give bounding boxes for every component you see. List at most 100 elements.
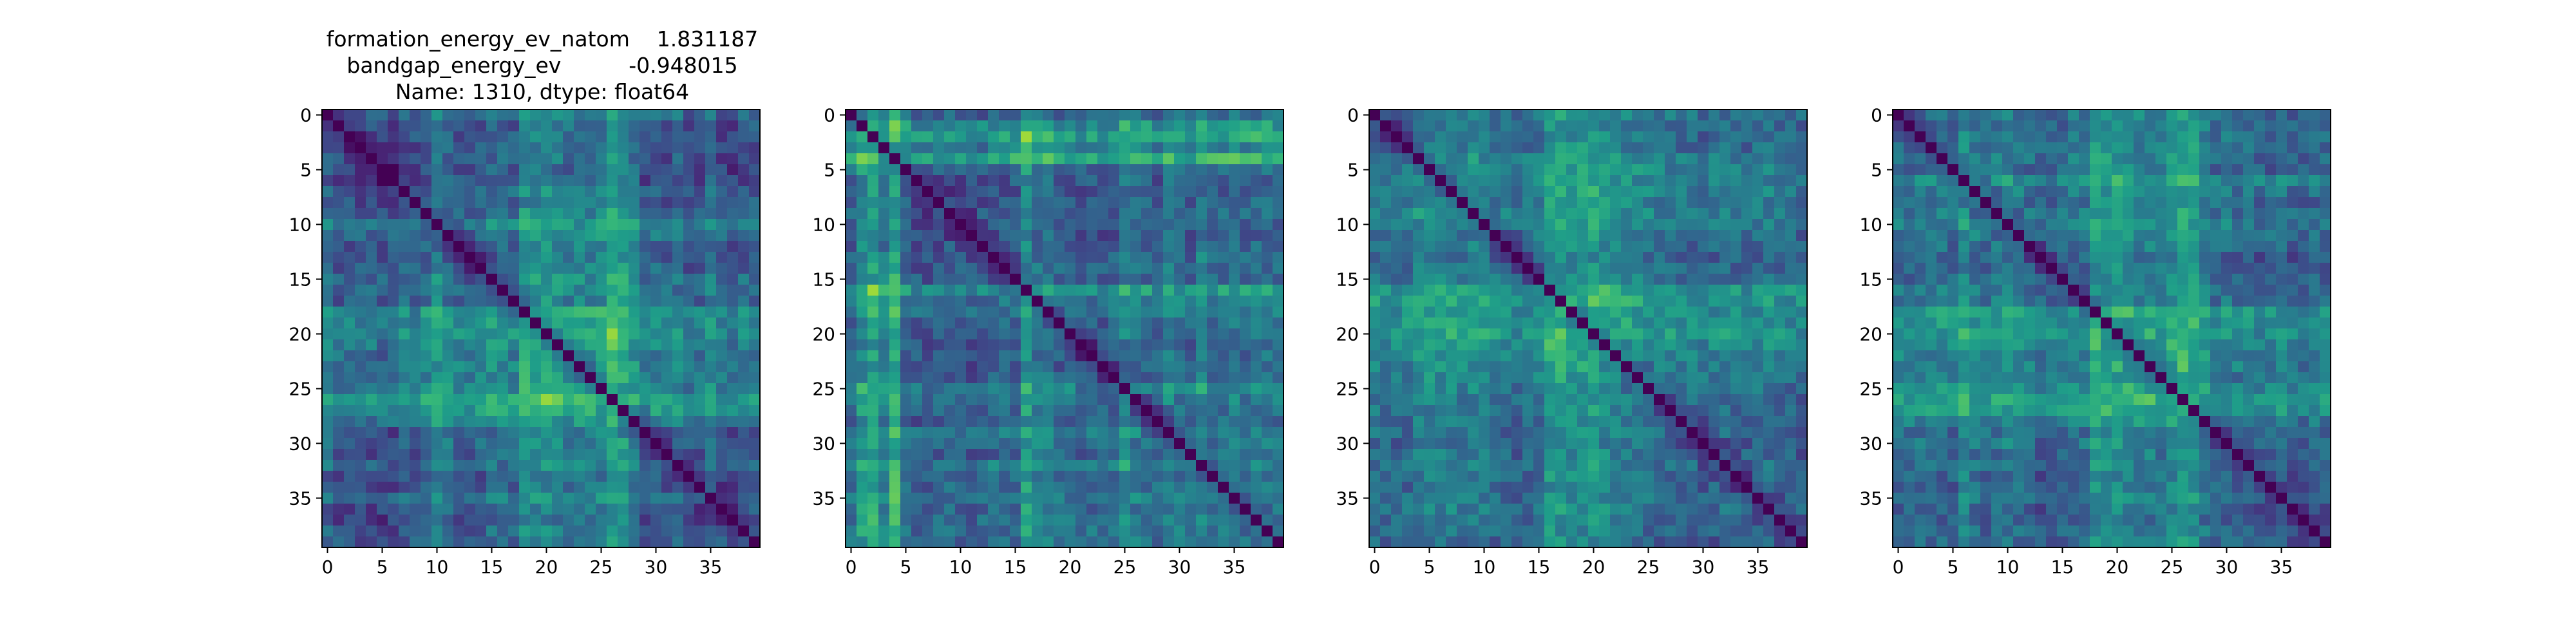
heatmap-cell: [1457, 131, 1468, 143]
heatmap-cell: [955, 427, 967, 439]
heatmap-cell: [1086, 405, 1098, 417]
heatmap-cell: [1555, 317, 1567, 329]
heatmap-cell: [1229, 197, 1240, 209]
heatmap-cell: [999, 504, 1010, 515]
heatmap-cell: [1588, 471, 1600, 482]
heatmap-cell: [1097, 504, 1109, 515]
heatmap-cell: [1501, 219, 1512, 231]
heatmap-cell: [639, 296, 651, 307]
heatmap-cell: [1599, 416, 1611, 428]
heatmap-cell: [1130, 394, 1142, 406]
heatmap-cell: [1380, 372, 1392, 384]
heatmap-cell: [1130, 427, 1142, 439]
heatmap-cell: [944, 493, 956, 504]
heatmap-cell: [705, 504, 717, 515]
heatmap-cell: [1752, 361, 1764, 373]
heatmap-cell: [1774, 350, 1786, 362]
heatmap-cell: [2046, 120, 2058, 132]
heatmap-cell: [1468, 460, 1479, 471]
heatmap-cell: [1163, 449, 1175, 460]
heatmap-cell: [1577, 449, 1589, 460]
heatmap-cell: [377, 471, 388, 482]
heatmap-cell: [344, 460, 355, 471]
heatmap-cell: [1391, 153, 1403, 165]
heatmap-cell: [399, 416, 410, 428]
heatmap-cell: [639, 526, 651, 537]
heatmap-cell: [1522, 164, 1534, 176]
heatmap-cell: [988, 372, 999, 384]
heatmap-cell: [694, 493, 706, 504]
heatmap-cell: [857, 241, 868, 252]
heatmap-cell: [453, 449, 465, 460]
heatmap-cell: [1719, 460, 1731, 471]
heatmap-cell: [878, 328, 890, 340]
heatmap-cell: [355, 460, 366, 471]
heatmap-cell: [999, 383, 1010, 395]
heatmap-cell: [1698, 142, 1709, 154]
heatmap-cell: [1086, 526, 1098, 537]
heatmap-cell: [1610, 416, 1622, 428]
heatmap-cell: [1273, 186, 1284, 198]
heatmap-cell: [1043, 208, 1054, 220]
heatmap-cell: [1698, 482, 1709, 493]
heatmap-cell: [1021, 482, 1032, 493]
heatmap-cell: [1196, 175, 1208, 187]
heatmap-cell: [1796, 460, 1808, 471]
heatmap-cell: [661, 372, 673, 384]
heatmap-cell: [355, 208, 366, 220]
heatmap-cell: [1262, 317, 1273, 329]
heatmap-cell: [421, 230, 432, 242]
heatmap-cell: [1544, 427, 1556, 439]
heatmap-cell: [955, 142, 967, 154]
heatmap-cell: [650, 296, 662, 307]
heatmap-cell: [1251, 252, 1262, 263]
heatmap-cell: [1240, 120, 1251, 132]
heatmap-cell: [911, 383, 923, 395]
heatmap-cell: [607, 219, 618, 231]
heatmap-cell: [988, 317, 999, 329]
heatmap-cell: [639, 416, 651, 428]
heatmap-cell: [749, 394, 761, 406]
heatmap-cell: [1424, 274, 1435, 285]
heatmap-cell: [1185, 186, 1197, 198]
heatmap-cell: [1555, 526, 1567, 537]
heatmap-cell: [1086, 285, 1098, 296]
heatmap-cell: [1774, 372, 1786, 384]
heatmap-cell: [1086, 263, 1098, 274]
heatmap-cell: [1599, 536, 1611, 548]
heatmap-cell: [530, 131, 542, 143]
heatmap-cell: [1522, 416, 1534, 428]
heatmap-cell: [911, 131, 923, 143]
heatmap-cell: [738, 536, 750, 548]
heatmap-cell: [1152, 142, 1164, 154]
heatmap-cell: [388, 416, 399, 428]
heatmap-cell: [857, 438, 868, 450]
heatmap-cell: [867, 526, 879, 537]
heatmap-cell: [1152, 164, 1164, 176]
heatmap-cell: [1185, 109, 1197, 121]
heatmap-cell: [857, 175, 868, 187]
heatmap-cell: [1273, 263, 1284, 274]
heatmap-cell: [1185, 197, 1197, 209]
heatmap-cell: [464, 197, 476, 209]
heatmap-cell: [618, 394, 629, 406]
heatmap-cell: [1446, 208, 1457, 220]
heatmap-cell: [629, 120, 640, 132]
heatmap-cell: [333, 263, 345, 274]
heatmap-cell: [1273, 405, 1284, 417]
heatmap-cell: [1251, 197, 1262, 209]
heatmap-cell: [1599, 219, 1611, 231]
heatmap-cell: [1490, 109, 1501, 121]
heatmap-cell: [366, 526, 377, 537]
heatmap-cell: [738, 372, 750, 384]
heatmap-cell: [1130, 504, 1142, 515]
heatmap-cell: [1108, 230, 1120, 242]
heatmap-cell: [1021, 438, 1032, 450]
heatmap-cell: [694, 164, 706, 176]
heatmap-cell: [1621, 460, 1633, 471]
heatmap-cell: [1218, 131, 1229, 143]
heatmap-cell: [1566, 405, 1578, 417]
heatmap-cell: [596, 372, 607, 384]
heatmap-cell: [1643, 405, 1654, 417]
heatmap-cell: [1698, 394, 1709, 406]
